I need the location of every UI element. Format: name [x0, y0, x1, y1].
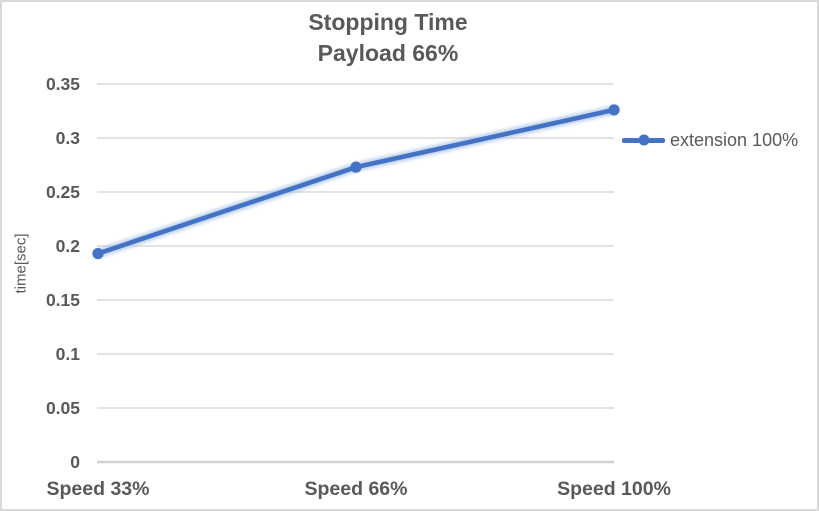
legend: extension 100% — [622, 128, 798, 152]
y-tick-label: 0.3 — [55, 128, 80, 148]
series-marker — [350, 161, 362, 173]
x-tick-label: Speed 33% — [46, 478, 150, 500]
series-line-halo — [93, 105, 619, 259]
y-tick-label: 0.05 — [45, 398, 80, 418]
legend-line-marker-icon — [622, 134, 665, 146]
y-tick-label: 0 — [70, 452, 80, 472]
y-tick-label: 0.15 — [45, 290, 80, 310]
y-tick-label: 0.25 — [45, 182, 80, 202]
chart-title-line1: Stopping Time — [308, 9, 468, 35]
series-marker — [92, 247, 104, 260]
x-tick-label: Speed 100% — [557, 478, 671, 500]
legend-label: extension 100% — [670, 129, 799, 150]
x-tick-label: Speed 66% — [304, 478, 408, 500]
chart-title: Stopping Time Payload 66% — [2, 7, 774, 69]
chart-title-line2: Payload 66% — [317, 40, 459, 66]
y-tick-label: 0.1 — [55, 344, 80, 364]
y-tick-label: 0.2 — [55, 236, 80, 256]
series-marker — [608, 104, 620, 116]
legend-dot-icon — [638, 134, 649, 146]
y-tick-label: 0.35 — [45, 74, 80, 94]
